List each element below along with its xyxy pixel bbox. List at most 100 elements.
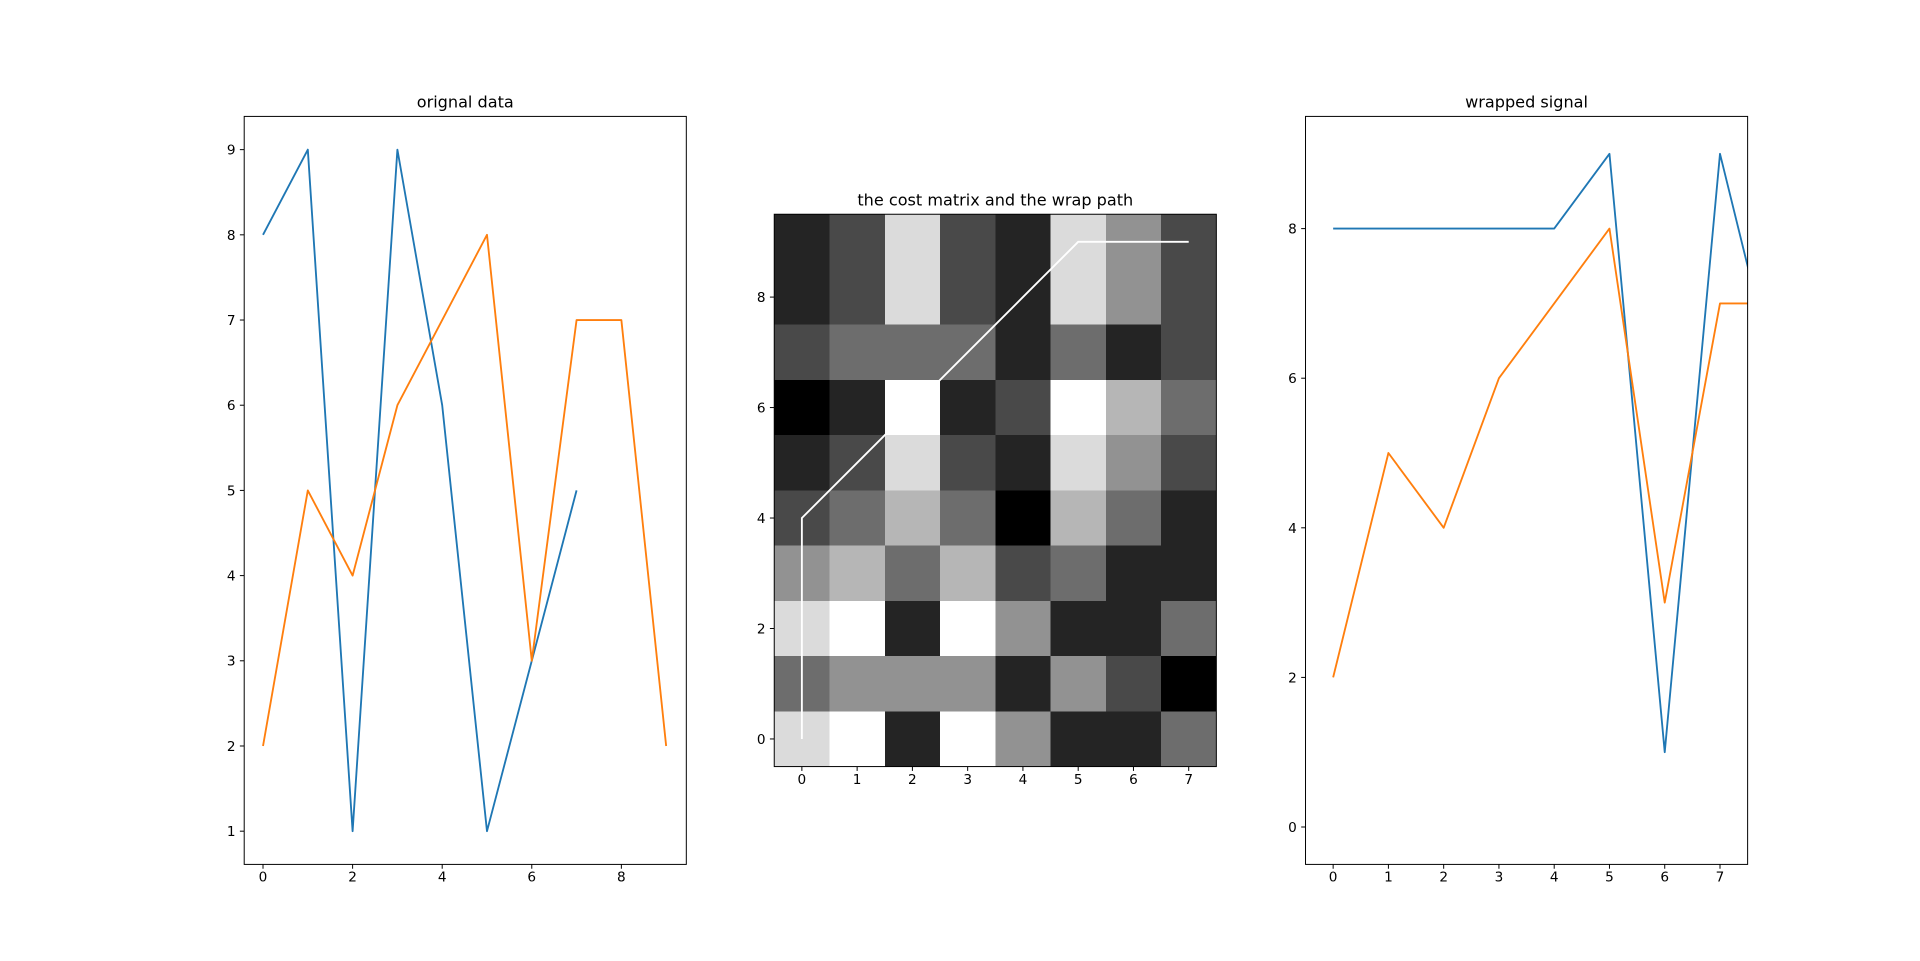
y-tick-label: 9 [227,143,236,159]
y-tick-label: 5 [227,483,236,499]
x-tick-label: 0 [1329,870,1338,886]
x-tick-label: 8 [617,870,626,886]
heatmap-cell [884,269,941,325]
heatmap-cell [884,490,941,546]
heatmap-cell [1050,435,1106,491]
heatmap-cell [940,656,996,712]
heatmap-cell [1105,656,1162,712]
y-tick-label: 2 [227,739,236,755]
y-tick-label: 2 [1288,670,1297,686]
y-tick-label: 0 [757,732,766,748]
heatmap-cell [1161,269,1217,325]
y-tick-label: 8 [227,228,236,244]
x-tick-label: 7 [1716,870,1725,886]
x-tick-label: 6 [1129,772,1138,788]
heatmap-cell [1105,545,1162,601]
plot-area [774,214,1217,767]
heatmap-cell [829,214,885,270]
heatmap-cell [940,490,996,546]
x-tick-label: 5 [1074,772,1083,788]
heatmap-cell [1161,600,1217,657]
chart-title: orignal data [417,93,514,112]
line-series [1333,152,1748,754]
x-tick-label: 4 [1550,870,1559,886]
heatmap-cell [995,545,1051,601]
heatmap-cell [774,214,830,270]
heatmap-cell [1161,379,1217,436]
line-series [262,148,578,833]
x-tick-label: 6 [527,870,536,886]
y-tick-label: 8 [1288,222,1297,238]
heatmap-cell [884,324,941,380]
x-tick-label: 1 [853,772,862,788]
x-tick-label: 3 [963,772,972,788]
heatmap-cell [1050,490,1106,546]
chart-title: wrapped signal [1465,93,1588,112]
heatmap-cell [884,600,941,657]
heatmap-cell [995,379,1051,436]
heatmap-cell [829,379,885,436]
heatmap-cell [829,711,885,767]
heatmap-cell [1105,379,1162,436]
heatmap-cell [995,324,1051,380]
x-tick-label: 5 [1605,870,1614,886]
heatmap-cell [884,435,941,491]
heatmap-cell [774,435,830,491]
heatmap-cell [995,711,1051,767]
y-tick-label: 7 [227,313,236,329]
heatmap-cell [1161,711,1217,767]
heatmap-cell [940,711,996,767]
y-tick-label: 4 [757,511,766,527]
x-tick-label: 4 [438,870,447,886]
y-tick-label: 2 [757,621,766,637]
heatmap-cell [1050,545,1106,601]
heatmap-cell [774,379,830,436]
y-tick-label: 3 [227,654,236,670]
y-tick-label: 6 [227,398,236,414]
x-tick-label: 2 [908,772,917,788]
heatmap-cell [1105,600,1162,657]
x-tick-label: 0 [798,772,807,788]
chart-title: the cost matrix and the wrap path [857,191,1133,210]
heatmap-cell [884,711,941,767]
x-tick-label: 4 [1019,772,1028,788]
heatmap-cell [829,656,885,712]
heatmap-cell [1105,435,1162,491]
x-tick-label: 2 [1439,870,1448,886]
heatmap-cell [995,490,1051,546]
heatmap-cell [995,435,1051,491]
heatmap-cell [995,600,1051,657]
y-tick-label: 1 [227,824,236,840]
plot-area [262,148,668,833]
line-series [262,233,668,747]
heatmap-cell [1105,711,1162,767]
heatmap-cell [1105,324,1162,380]
heatmap-cell [1161,324,1217,380]
heatmap-cell [940,435,996,491]
y-tick-label: 4 [227,569,236,585]
heatmap-cell [829,269,885,325]
heatmap-cell [995,656,1051,712]
heatmap-cell [1050,324,1106,380]
heatmap-cell [829,600,885,657]
heatmap-cell [1050,269,1106,325]
heatmap-cell [884,214,941,270]
heatmap-cell [1105,490,1162,546]
x-tick-label: 6 [1660,870,1669,886]
heatmap-cell [829,545,885,601]
warp-path [800,240,1189,739]
heatmap-cell [940,269,996,325]
heatmap-cell [995,214,1051,270]
axes-frame [243,115,687,865]
heatmap-cell [1161,435,1217,491]
heatmap-cell [884,545,941,601]
heatmap-cell [1161,490,1217,546]
y-tick-label: 8 [757,290,766,306]
heatmap-cell [940,545,996,601]
heatmap-cell [940,600,996,657]
heatmap-cell [884,656,941,712]
y-tick-label: 0 [1288,820,1297,836]
heatmap-cell [1050,600,1106,657]
heatmap-cell [1050,711,1106,767]
